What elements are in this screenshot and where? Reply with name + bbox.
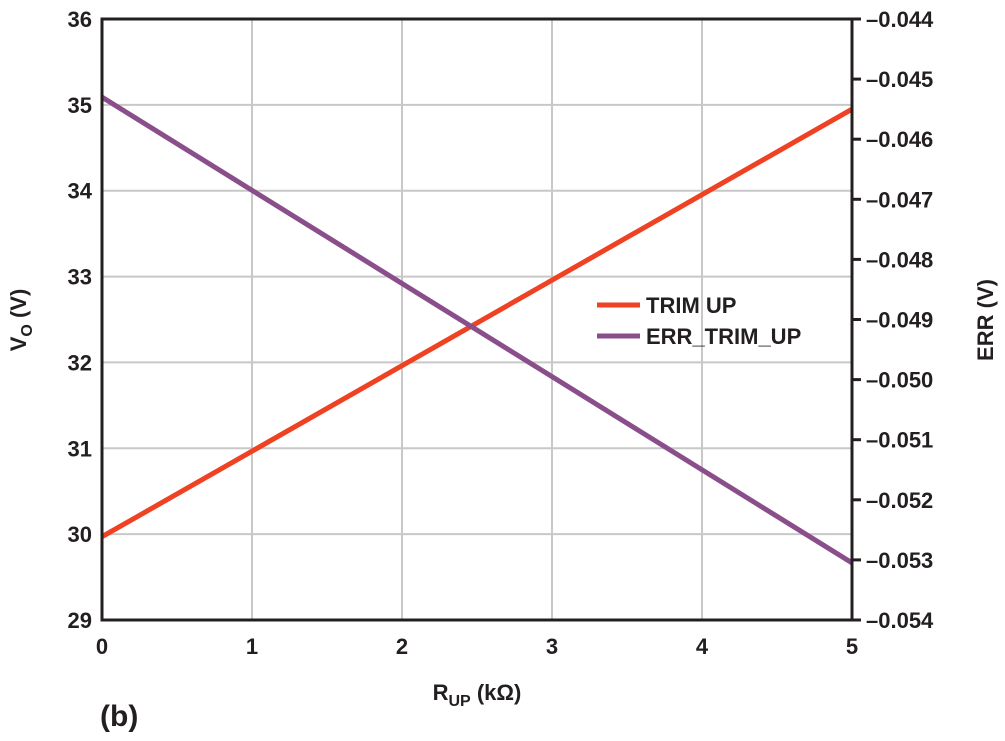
y-left-tick-label: 36 <box>68 7 92 32</box>
x-tick-label: 3 <box>546 634 558 659</box>
panel-label: (b) <box>100 700 138 733</box>
series-line-err-trim-up <box>100 95 854 566</box>
y-left-tick-label: 32 <box>68 350 92 375</box>
x-tick-label: 1 <box>246 634 258 659</box>
y-left-tick-labels: 29 30 31 32 33 34 35 36 <box>68 7 93 633</box>
y-left-tick-label: 35 <box>68 93 92 118</box>
y-right-tick-label: –0.048 <box>866 247 933 272</box>
x-tick-label: 2 <box>396 634 408 659</box>
y-right-tick-label: –0.054 <box>866 608 934 633</box>
y-right-tick-label: –0.047 <box>866 187 933 212</box>
legend-label-trim-up: TRIM UP <box>646 293 736 318</box>
x-axis-label: RUP (kΩ) <box>433 680 522 710</box>
x-tick-label: 5 <box>846 634 858 659</box>
y-right-tick-label: –0.052 <box>866 488 933 513</box>
y-right-tick-label: –0.046 <box>866 127 933 152</box>
y-left-tick-label: 31 <box>68 436 92 461</box>
x-tick-labels: 0 1 2 3 4 5 <box>96 634 858 659</box>
series-lines <box>100 95 854 566</box>
y-left-axis-label: VO (V) <box>6 289 36 352</box>
y-right-tick-label: –0.051 <box>866 428 933 453</box>
legend: TRIM UP ERR_TRIM_UP <box>597 293 801 349</box>
y-left-tick-label: 34 <box>68 179 93 204</box>
y-right-tick-labels: –0.054 –0.053 –0.052 –0.051 –0.050 –0.049 –0.0… <box>852 7 934 633</box>
x-tick-label: 4 <box>696 634 709 659</box>
y-left-tick-label: 33 <box>68 265 92 290</box>
y-right-axis-label: ERR (V) <box>973 279 998 361</box>
y-right-tick-label: –0.044 <box>866 7 934 32</box>
y-right-tick-label: –0.045 <box>866 67 933 92</box>
plot-frame <box>100 17 854 622</box>
y-right-tick-label: –0.049 <box>866 308 933 333</box>
y-left-tick-label: 30 <box>68 522 92 547</box>
x-tick-label: 0 <box>96 634 108 659</box>
series-line-trim-up <box>100 106 854 539</box>
y-right-tick-label: –0.053 <box>866 548 933 573</box>
grid <box>102 19 852 620</box>
y-left-tick-label: 29 <box>68 608 92 633</box>
y-right-tick-label: –0.050 <box>866 368 933 393</box>
legend-label-err-trim-up: ERR_TRIM_UP <box>646 324 801 349</box>
